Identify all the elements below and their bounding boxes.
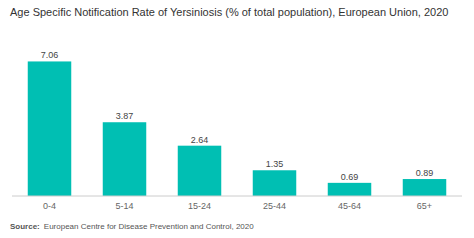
data-label: 1.35 [266,159,284,169]
bar [28,61,72,196]
title: Age Specific Notification Rate of Yersin… [10,6,448,18]
bar [253,170,297,196]
bar [403,179,447,196]
tick-label: 0-4 [43,201,56,211]
chart: Age Specific Notification Rate of Yersin… [0,0,474,238]
data-label: 0.89 [416,168,434,178]
data-labels: 7.06 3.87 2.64 1.35 0.69 0.89 [41,50,434,181]
bars [28,61,447,196]
tick-label: 65+ [417,201,432,211]
annotation: European Centre for Disease Prevention a… [44,222,254,231]
data-label: 3.87 [116,111,134,121]
source: Source: European Centre for Disease Preve… [10,222,254,231]
tick-label: 5-14 [115,201,133,211]
x-axis: 0-4 5-14 15-24 25-44 45-64 65+ [12,196,462,211]
annotation: Source: [10,222,40,231]
tick-label: 15-24 [188,201,211,211]
data-label: 0.69 [341,172,359,182]
axis-line [12,196,462,197]
data-label: 7.06 [41,50,59,60]
data-label: 2.64 [191,135,209,145]
bar [328,183,372,196]
bar [103,122,147,196]
tick-label: 25-44 [263,201,286,211]
chart-container: Age Specific Notification Rate of Yersin… [0,0,474,238]
bar [178,146,222,196]
tick-label: 45-64 [338,201,361,211]
